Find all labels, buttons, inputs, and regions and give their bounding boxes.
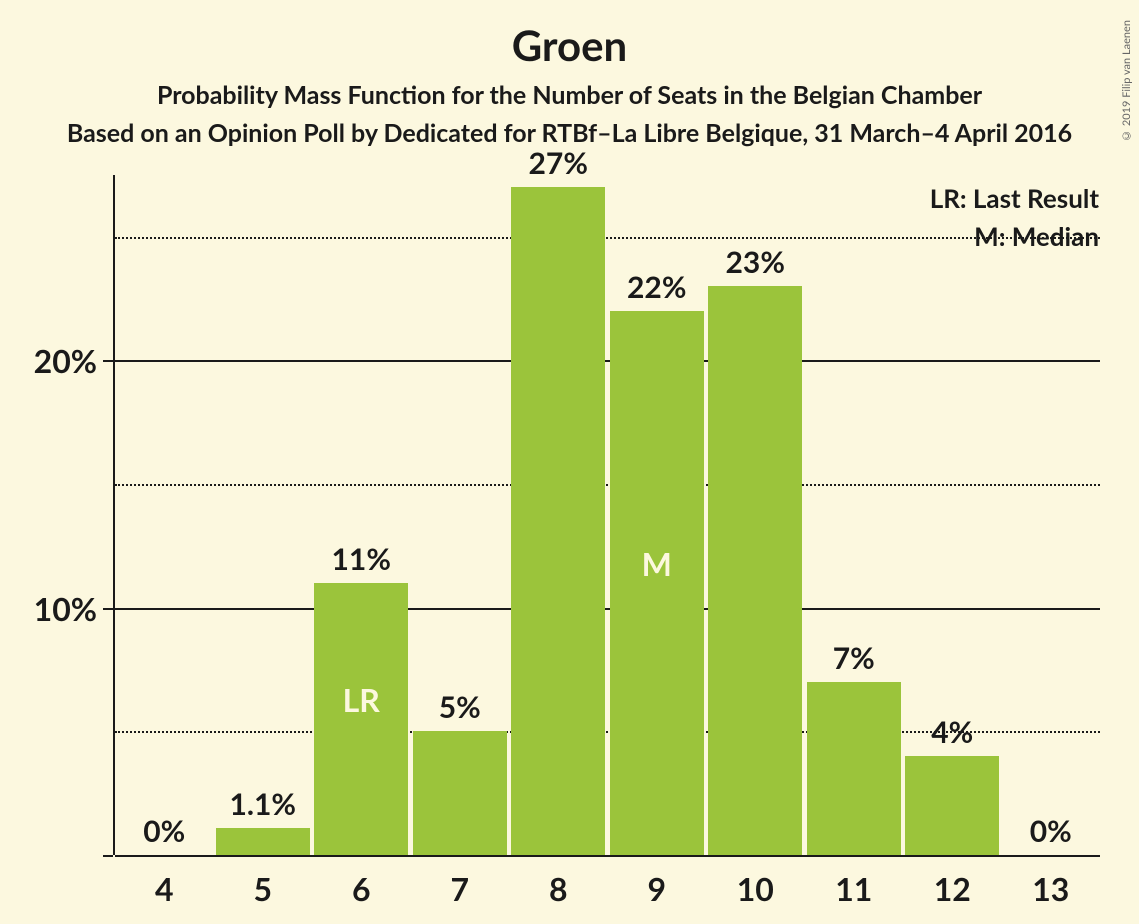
y-tick [103, 608, 113, 610]
bar: 27% [511, 187, 605, 855]
x-axis-label: 12 [903, 869, 1002, 908]
gridline [115, 237, 1100, 239]
y-axis [113, 175, 115, 855]
x-axis-label: 6 [312, 869, 411, 908]
y-axis-label: 10% [7, 589, 97, 628]
bar: 11%LR [314, 583, 408, 855]
gridline [115, 360, 1100, 362]
bar-value-label: 0% [117, 813, 211, 849]
plot-area: 10%20%0%41.1%511%LR65%727%822%M923%107%1… [115, 175, 1100, 855]
bar-value-label: 4% [905, 714, 999, 750]
bar-value-label: 7% [807, 640, 901, 676]
y-tick [103, 855, 113, 857]
x-axis-label: 4 [115, 869, 214, 908]
bar-value-label: 5% [413, 689, 507, 725]
bar-value-label: 0% [1004, 813, 1098, 849]
x-axis-label: 11 [805, 869, 904, 908]
chart-area: 10%20%0%41.1%511%LR65%727%822%M923%107%1… [115, 175, 1100, 855]
bar-value-label: 27% [511, 145, 605, 181]
bar: 4% [905, 756, 999, 855]
x-axis-label: 5 [214, 869, 313, 908]
bar-value-label: 23% [708, 244, 802, 280]
gridline [115, 608, 1100, 610]
copyright-text: © 2019 Filip van Laenen [1120, 20, 1133, 142]
y-tick [103, 360, 113, 362]
bar: 22%M [610, 311, 704, 855]
x-axis-label: 9 [608, 869, 707, 908]
bar-value-label: 11% [314, 541, 408, 577]
bar: 5% [413, 731, 507, 855]
chart-subtitle-2: Based on an Opinion Poll by Dedicated fo… [0, 118, 1139, 148]
x-axis-label: 13 [1002, 869, 1101, 908]
chart-subtitle-1: Probability Mass Function for the Number… [0, 80, 1139, 110]
bar-value-label: 1.1% [216, 786, 310, 822]
bar: 1.1% [216, 828, 310, 855]
bar: 23% [708, 286, 802, 855]
y-axis-label: 20% [7, 341, 97, 380]
x-axis-label: 7 [411, 869, 510, 908]
gridline [115, 484, 1100, 486]
bar-inside-label: LR [314, 680, 408, 719]
x-axis-label: 10 [706, 869, 805, 908]
gridline [115, 855, 1100, 857]
x-axis-label: 8 [509, 869, 608, 908]
bar-inside-label: M [610, 544, 704, 583]
chart-title: Groen [0, 0, 1139, 70]
bar-value-label: 22% [610, 269, 704, 305]
bar: 7% [807, 682, 901, 855]
